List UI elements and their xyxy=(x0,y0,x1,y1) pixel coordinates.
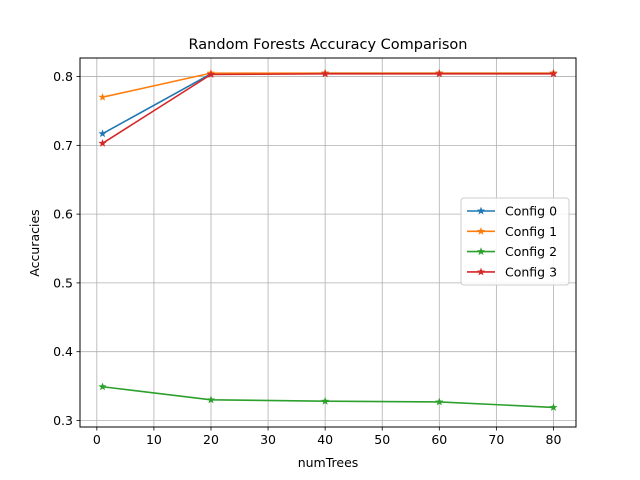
x-tick-label: 10 xyxy=(146,432,162,447)
x-tick-label: 20 xyxy=(203,432,219,447)
x-tick-label: 50 xyxy=(374,432,390,447)
legend: Config 0 Config 1 Config 2 Config 3 xyxy=(460,197,570,286)
legend-marker xyxy=(476,247,486,256)
y-tick-label: 0.4 xyxy=(53,344,73,359)
x-tick-label: 30 xyxy=(260,432,276,447)
series-line-config-2 xyxy=(102,385,554,409)
data-point xyxy=(435,69,444,78)
legend-label: Config 1 xyxy=(505,224,557,239)
plot-frame xyxy=(79,57,577,428)
data-point xyxy=(206,70,216,78)
x-tick-label: 70 xyxy=(488,432,504,447)
y-tick-label: 0.6 xyxy=(53,207,73,222)
legend-marker xyxy=(476,206,486,215)
data-point xyxy=(206,395,216,404)
data-point xyxy=(435,397,444,406)
legend-box xyxy=(460,197,570,286)
y-tick-label: 0.7 xyxy=(53,138,73,153)
x-tick-label: 40 xyxy=(317,432,333,447)
y-tick-label: 0.3 xyxy=(53,413,73,428)
data-point xyxy=(98,92,107,101)
series-line-config-3 xyxy=(102,73,554,144)
ticks: 0 10 20 30 40 50 60 70 80 0.3 0.4 0.5 0.6 0.7 0.8 xyxy=(53,69,561,447)
y-axis-label: Accuracies xyxy=(27,209,42,276)
x-tick-label: 60 xyxy=(431,432,447,447)
x-tick-label: 80 xyxy=(546,432,562,447)
data-point xyxy=(549,403,558,411)
legend-marker xyxy=(476,267,486,276)
data-point xyxy=(321,69,330,78)
legend-label: Config 3 xyxy=(505,264,557,279)
series-layer xyxy=(98,68,558,411)
y-tick-label: 0.5 xyxy=(53,275,73,290)
y-tick-label: 0.8 xyxy=(53,69,73,84)
legend-label: Config 2 xyxy=(505,244,557,259)
x-axis-label: numTrees xyxy=(298,455,359,470)
data-point xyxy=(98,382,107,391)
data-point xyxy=(98,138,107,147)
data-point xyxy=(98,129,107,138)
data-point xyxy=(321,396,330,405)
chart-title: Random Forests Accuracy Comparison xyxy=(189,37,468,53)
data-point xyxy=(549,69,558,78)
legend-marker xyxy=(476,227,486,235)
x-tick-label: 0 xyxy=(93,432,101,447)
legend-label: Config 0 xyxy=(505,204,557,219)
